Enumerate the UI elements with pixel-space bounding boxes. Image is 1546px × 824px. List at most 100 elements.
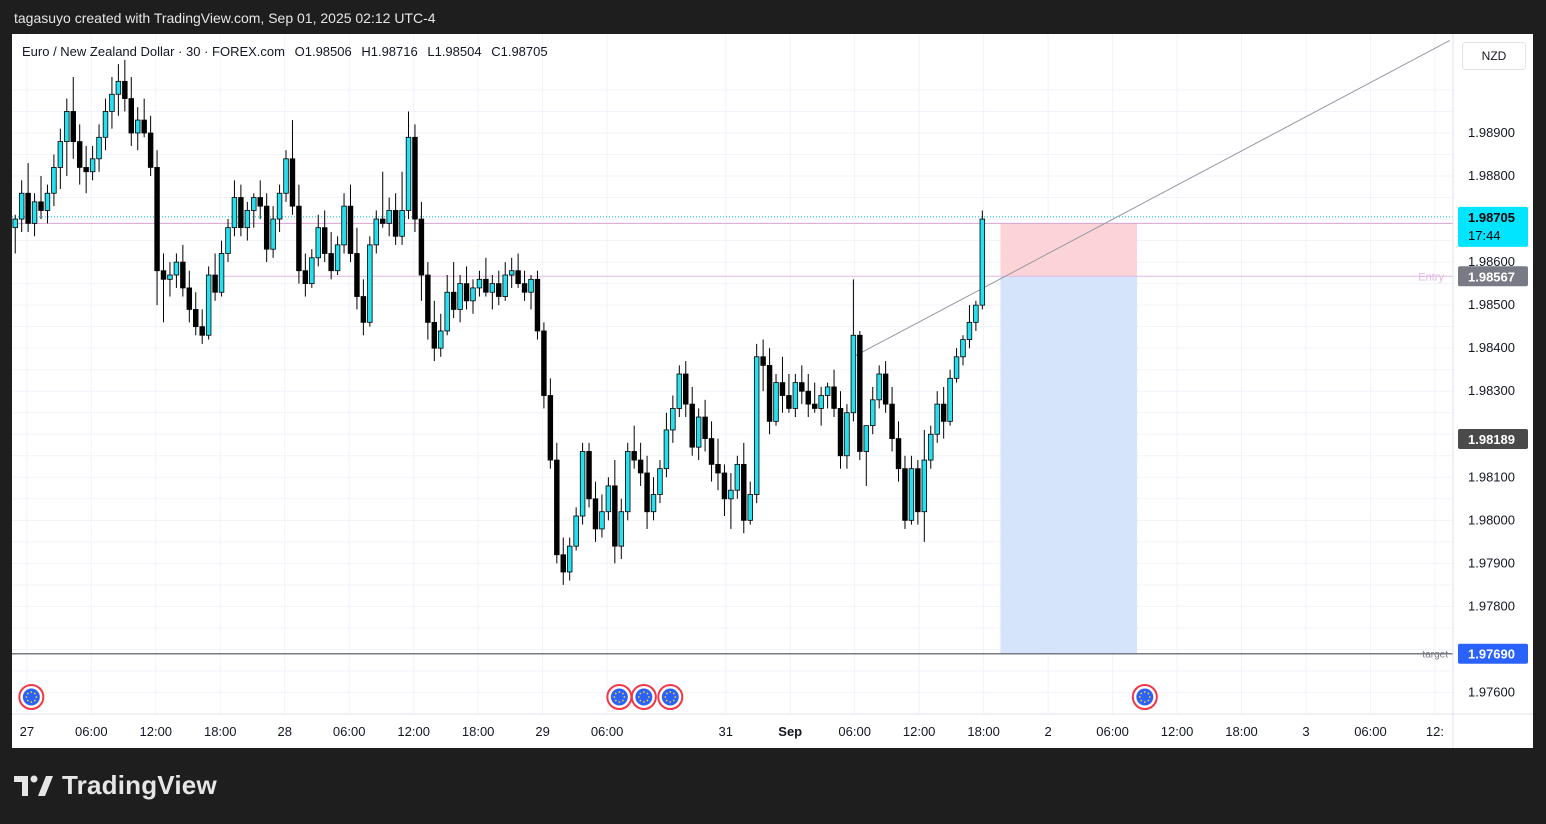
price-tick-label: 1.98800 <box>1468 168 1515 183</box>
eu-flag-event-icon[interactable] <box>657 684 684 710</box>
candle-body <box>844 412 850 457</box>
candle-body <box>102 111 109 138</box>
bull-candle <box>489 275 496 310</box>
bull-candle <box>109 77 115 129</box>
event-star <box>672 692 675 695</box>
bear-candle <box>799 365 805 405</box>
candle-body <box>321 227 328 254</box>
candle-body <box>586 451 592 500</box>
event-star <box>674 696 677 698</box>
candle-body <box>554 459 560 556</box>
bull-candle <box>908 455 915 525</box>
candle-body <box>502 274 508 297</box>
candle-body <box>857 334 863 452</box>
candle-body <box>444 291 450 332</box>
bear-candle <box>154 150 160 306</box>
bear-candle <box>496 270 502 306</box>
time-tick-label: Sep <box>778 724 802 739</box>
candle-body <box>418 218 425 276</box>
candle-body <box>64 111 70 142</box>
bear-candle <box>715 438 721 491</box>
ohlc-low: L1.98504 <box>427 44 482 59</box>
eu-flag-event-icon[interactable] <box>1131 684 1158 710</box>
candle-body <box>599 511 605 530</box>
bull-candle <box>218 240 225 297</box>
candle-body <box>289 158 296 207</box>
bull-candle <box>57 128 64 189</box>
bear-candle <box>702 399 708 452</box>
candle-body <box>334 244 341 272</box>
bear-candle <box>128 77 134 146</box>
time-tick-label: 3 <box>1302 724 1309 739</box>
eu-flag-event-icon[interactable] <box>18 684 45 710</box>
time-tick-label: 2 <box>1044 724 1051 739</box>
bear-candle <box>560 537 566 585</box>
candle-body <box>637 459 644 474</box>
candle-body <box>876 373 882 401</box>
bear-candle <box>193 292 199 336</box>
bear-candle <box>296 184 302 284</box>
candle-body <box>612 485 618 547</box>
candlestick-chart[interactable]: 1.98900 1.98800 1.98600 1.98500 1.98400 1.983… <box>12 34 1533 748</box>
candle-body <box>670 408 676 431</box>
candles <box>12 59 986 585</box>
last-price-tag-countdown: 17:44 <box>1468 228 1501 243</box>
time-tick-label: 12:00 <box>140 724 173 739</box>
chart-frame[interactable]: 1.98900 1.98800 1.98600 1.98500 1.98400 1.983… <box>12 34 1533 748</box>
price-tick-label: 1.98900 <box>1468 125 1515 140</box>
bull-candle <box>947 369 953 426</box>
bull-candle <box>773 374 779 426</box>
candle-body <box>167 274 173 280</box>
bear-candle <box>637 442 644 486</box>
bear-candle <box>412 124 418 232</box>
price-tick-label: 1.98600 <box>1468 254 1515 269</box>
bull-candle <box>863 425 870 486</box>
bear-candle <box>147 115 154 177</box>
candle-body <box>231 197 238 229</box>
bear-candle <box>766 348 773 435</box>
candle-body <box>953 356 960 379</box>
bull-candle <box>438 313 444 357</box>
last-price-tag-text: 1.98705 <box>1468 210 1515 225</box>
bear-candle <box>612 460 618 564</box>
price-tick-label: 1.98000 <box>1468 512 1515 527</box>
stop-loss-zone <box>1000 223 1138 277</box>
candle-body <box>811 403 818 409</box>
bear-candle <box>915 460 921 525</box>
bull-candle <box>12 214 18 254</box>
candle-body <box>244 210 251 229</box>
take-profit-zone <box>1000 276 1138 654</box>
candle-body <box>463 283 470 302</box>
bear-candle <box>592 481 599 542</box>
eu-flag-event-icon[interactable] <box>606 684 633 710</box>
bull-candle <box>979 210 986 310</box>
candle-body <box>863 425 870 452</box>
bull-candle <box>244 201 251 241</box>
time-tick-label: 18:00 <box>462 724 495 739</box>
time-tick-label: 27 <box>20 724 34 739</box>
bull-candle <box>876 365 882 409</box>
event-star <box>664 696 667 698</box>
event-star <box>1143 701 1146 703</box>
time-tick-label: 31 <box>718 724 732 739</box>
candle-body <box>122 80 128 99</box>
candle-body <box>96 136 102 160</box>
event-star <box>614 692 617 695</box>
bull-candle <box>399 171 405 245</box>
bull-candle <box>476 270 483 297</box>
bear-candle <box>940 386 947 439</box>
time-tick-label: 06:00 <box>1096 724 1129 739</box>
eu-flag-event-icon[interactable] <box>630 684 657 710</box>
candle-body <box>38 201 44 211</box>
candle-body <box>528 278 534 293</box>
candle-body <box>405 136 412 211</box>
bear-candle <box>902 455 908 529</box>
bear-candle <box>554 442 560 564</box>
bear-candle <box>212 253 218 301</box>
bear-candle <box>779 356 786 413</box>
candle-body <box>818 395 824 409</box>
bull-candle <box>283 150 289 202</box>
candle-body <box>541 330 547 396</box>
currency-button[interactable]: NZD <box>1462 42 1526 70</box>
candle-body <box>773 382 779 422</box>
